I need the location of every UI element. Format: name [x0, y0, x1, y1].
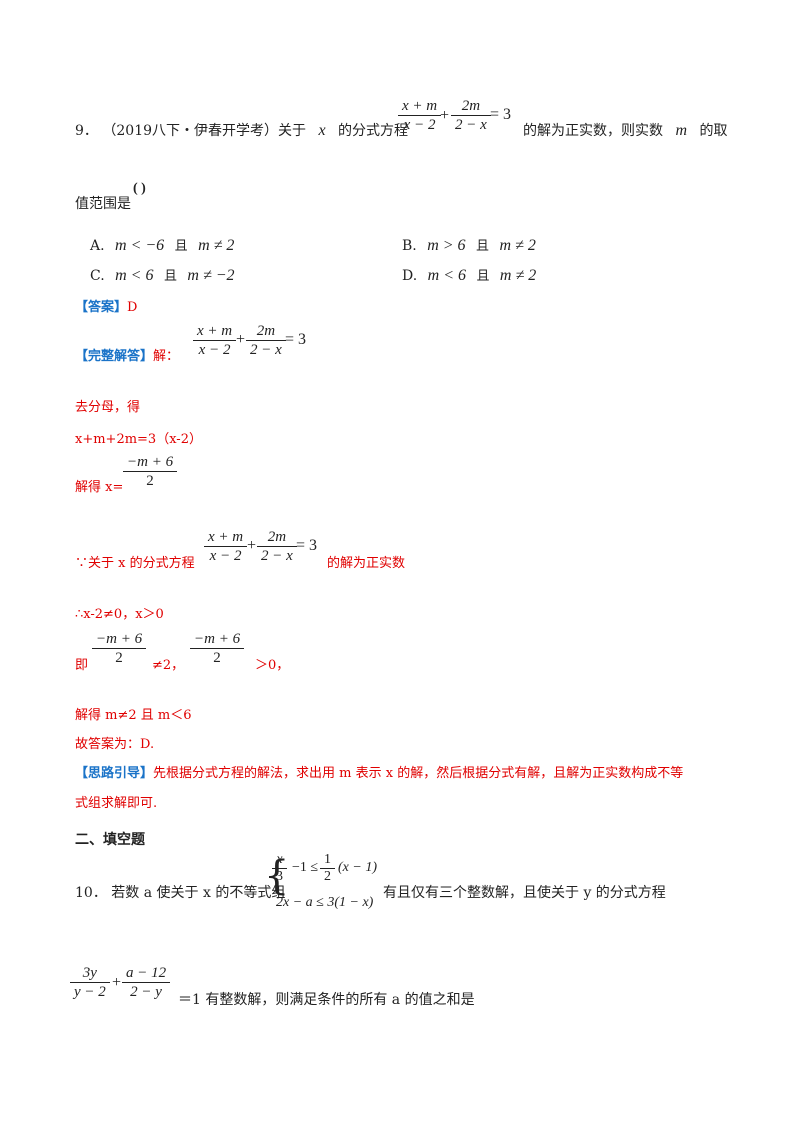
question-number: 10． — [75, 885, 107, 901]
hint-line-1: 【思路引导】先根据分式方程的解法，求出用 m 表示 x 的解，然后根据分式有解，… — [75, 766, 684, 781]
q9-fraction-2: 2m 2 − x — [451, 97, 491, 134]
q10-fraction-2: a − 12 2 − y — [122, 964, 171, 1001]
solution-step-4-end: 的解为正实数 — [327, 556, 406, 571]
q10-fraction-1: 3y y − 2 — [70, 964, 110, 1001]
solution-step-7: 解得 m≠2 且 m＜6 — [75, 708, 192, 723]
question-number: 9． — [75, 123, 98, 139]
equals-rhs: = 3 — [490, 106, 512, 123]
section-heading: 二、填空题 — [75, 832, 145, 848]
solution-fraction-2: 2m 2 − x — [246, 322, 286, 359]
question-10-stem: 10． 若数 a 使关于 x 的不等式组 — [75, 885, 286, 901]
solution-step-4: ∵关于 x 的分式方程 — [75, 556, 195, 571]
hint-line-2: 式组求解即可. — [75, 796, 158, 811]
option-d[interactable]: D. m < 6 且 m ≠ 2 — [402, 267, 537, 284]
solution-step-3: 解得 x= — [75, 480, 124, 495]
question-source: （2019八下・伊春开学考） — [102, 123, 279, 139]
question-9-stem-cont: 的解为正实数，则实数 m 的取 — [523, 122, 728, 139]
question-10-stem-cont: 有且仅有三个整数解，且使关于 y 的分式方程 — [383, 885, 666, 901]
answer-paren: ( ) — [133, 181, 146, 196]
sys-fraction-x3: x 3 — [272, 852, 287, 885]
stem-text: 的分式方程 — [338, 123, 409, 139]
var-m: m — [675, 122, 688, 139]
solution-conclusion: 故答案为：D. — [75, 737, 155, 752]
system-brace: { — [264, 853, 290, 899]
stem-text: 关于 — [278, 123, 307, 139]
var-x: x — [318, 122, 326, 139]
x-fraction: −m + 6 2 — [123, 453, 178, 490]
solution-fraction-4: 2m 2 − x — [257, 528, 297, 565]
ineq-fraction-1: −m + 6 2 — [92, 630, 147, 667]
solution-header: 【完整解答】解： — [75, 349, 180, 364]
plus-sign: + — [440, 107, 450, 124]
answer-value: D — [127, 300, 138, 315]
solution-step-6: 即 — [75, 658, 89, 673]
sys-fraction-half: 1 2 — [320, 852, 335, 885]
solution-step-5: ∴x-2≠0，x＞0 — [75, 607, 164, 622]
ineq-fraction-2: −m + 6 2 — [190, 630, 245, 667]
option-c[interactable]: C. m < 6 且 m ≠ −2 — [90, 267, 235, 284]
solution-step-2: x+m+2m=3（x-2） — [75, 432, 202, 447]
question-9-stem: 9． （2019八下・伊春开学考）关于 x 的分式方程 — [75, 120, 408, 140]
answer-line: 【答案】D — [75, 296, 137, 315]
answer-label: 【答案】 — [75, 300, 128, 315]
q9-fraction-1: x + m x − 2 — [398, 97, 442, 134]
solution-fraction-1: x + m x − 2 — [193, 322, 237, 359]
sys-inequality-2: 2x − a ≤ 3(1 − x) — [276, 895, 374, 910]
option-a[interactable]: A. m < −6 且 m ≠ 2 — [90, 237, 235, 254]
question-10-stem-end: ＝1 有整数解，则满足条件的所有 a 的值之和是 — [178, 992, 475, 1008]
solution-fraction-3: x + m x − 2 — [204, 528, 248, 565]
question-9-stem-line2: 值范围是 — [75, 196, 131, 212]
hint-label: 【思路引导】 — [75, 766, 154, 781]
solution-step-1: 去分母，得 — [75, 400, 141, 415]
option-b[interactable]: B. m > 6 且 m ≠ 2 — [402, 237, 536, 254]
